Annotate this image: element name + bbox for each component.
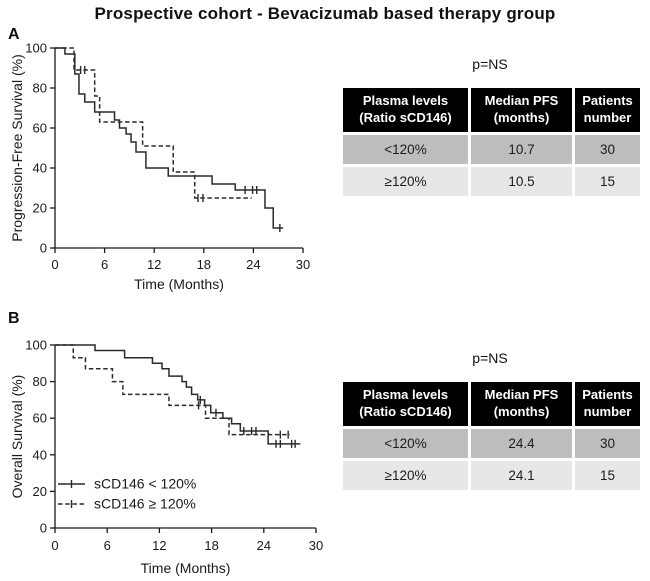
km-curve-solid	[55, 47, 284, 229]
x-tick-label: 30	[309, 538, 323, 553]
cell-n: 15	[572, 163, 643, 199]
y-tick-label: 20	[33, 201, 47, 216]
table-header-row: Plasma levels (Ratio sCD146) Median PFS …	[340, 85, 643, 135]
x-tick-label: 30	[296, 257, 310, 272]
table-header-row: Plasma levels (Ratio sCD146) Median PFS …	[340, 379, 643, 429]
legend: sCD146 < 120% sCD146 ≥ 120%	[58, 476, 196, 512]
x-tick-label: 24	[257, 538, 271, 553]
col-header-plasma-levels: Plasma levels (Ratio sCD146)	[340, 379, 471, 429]
col-header-plasma-levels: Plasma levels (Ratio sCD146)	[340, 85, 471, 135]
y-tick-label: 100	[25, 338, 47, 353]
cell-n: 15	[572, 457, 643, 493]
cell-group: ≥120%	[340, 163, 471, 199]
pfs-table: Plasma levels (Ratio sCD146) Median PFS …	[340, 85, 643, 199]
x-tick-label: 6	[101, 257, 108, 272]
y-axis-title: Progression-Free Survival (%)	[10, 54, 25, 242]
axes: 0 20 40 60 80 100 0 6 12 18 24 30 Time (Months) Progr…	[10, 41, 310, 293]
col-header-median-pfs: Median PFS (months)	[468, 85, 575, 135]
y-axis-title: Overall Survival (%)	[10, 375, 25, 499]
legend-label: sCD146 ≥ 120%	[94, 496, 196, 512]
censor-ticks-solid	[199, 395, 296, 448]
km-curve-dashed	[55, 47, 252, 199]
cell-median: 10.5	[468, 163, 575, 199]
os-stats-block: p=NS Plasma levels (Ratio sCD146) Median…	[340, 350, 643, 493]
panel-label-b: B	[8, 310, 20, 327]
axes: 0 20 40 60 80 100 0 6 12 18 24 30 Time (Months) Overa…	[10, 338, 323, 577]
censor-ticks-dashed	[197, 401, 289, 439]
censor-ticks-solid	[244, 186, 281, 232]
y-tick-label: 40	[33, 447, 47, 462]
cell-group: <120%	[340, 131, 471, 167]
p-value-text: p=NS	[472, 56, 508, 72]
km-curve-solid	[55, 344, 301, 445]
cell-n: 30	[572, 425, 643, 461]
y-tick-label: 80	[33, 374, 47, 389]
pfs-km-chart: 0 20 40 60 80 100 0 6 12 18 24 30 Time (Months) Progr…	[10, 41, 310, 293]
x-axis-title: Time (Months)	[141, 560, 231, 576]
os-table: Plasma levels (Ratio sCD146) Median PFS …	[340, 379, 643, 493]
x-tick-label: 6	[104, 538, 111, 553]
y-tick-label: 0	[40, 241, 47, 256]
x-tick-label: 0	[51, 538, 58, 553]
legend-label: sCD146 < 120%	[94, 476, 196, 492]
pfs-stats-block: p=NS Plasma levels (Ratio sCD146) Median…	[340, 56, 643, 199]
censor-ticks-dashed	[79, 66, 204, 202]
x-tick-label: 12	[147, 257, 161, 272]
os-km-chart: 0 20 40 60 80 100 0 6 12 18 24 30 Time (Months) Overa…	[10, 338, 323, 577]
y-tick-label: 20	[33, 484, 47, 499]
x-axis-title: Time (Months)	[134, 276, 224, 292]
x-tick-label: 18	[204, 538, 218, 553]
y-tick-label: 60	[33, 121, 47, 136]
y-tick-label: 60	[33, 411, 47, 426]
col-header-patients-number: Patients number	[572, 379, 643, 429]
col-header-median-pfs: Median PFS (months)	[468, 379, 575, 429]
cell-median: 24.4	[468, 425, 575, 461]
figure-title: Prospective cohort - Bevacizumab based t…	[94, 4, 556, 23]
panel-label-a: A	[8, 26, 20, 43]
cell-median: 24.1	[468, 457, 575, 493]
cell-median: 10.7	[468, 131, 575, 167]
x-tick-label: 0	[51, 257, 58, 272]
cell-group: <120%	[340, 425, 471, 461]
x-tick-label: 18	[197, 257, 211, 272]
table-row: ≥120% 10.5 15	[340, 163, 643, 199]
km-curve-dashed	[55, 344, 290, 436]
y-tick-label: 0	[40, 521, 47, 536]
y-tick-label: 80	[33, 81, 47, 96]
cell-n: 30	[572, 131, 643, 167]
y-tick-label: 40	[33, 161, 47, 176]
x-tick-label: 24	[246, 257, 260, 272]
x-tick-label: 12	[152, 538, 166, 553]
y-tick-label: 100	[25, 41, 47, 56]
col-header-patients-number: Patients number	[572, 85, 643, 135]
table-row: <120% 24.4 30	[340, 425, 643, 461]
table-row: <120% 10.7 30	[340, 131, 643, 167]
p-value-text: p=NS	[472, 350, 508, 366]
table-row: ≥120% 24.1 15	[340, 457, 643, 493]
cell-group: ≥120%	[340, 457, 471, 493]
